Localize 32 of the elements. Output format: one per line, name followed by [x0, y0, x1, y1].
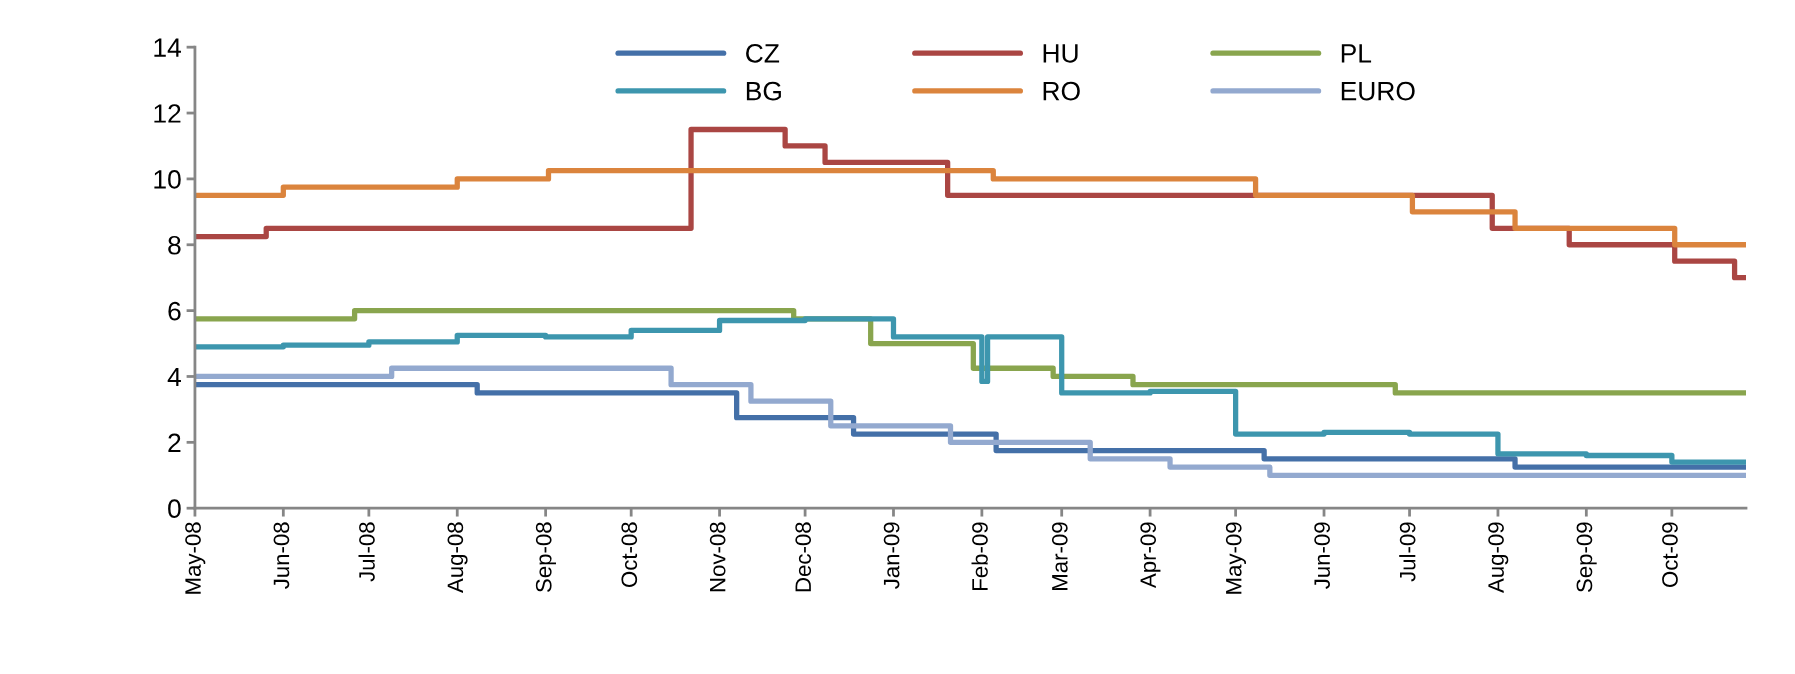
x-tick-label: Jul-09: [1399, 522, 1416, 582]
x-tick-label: May-09: [1225, 522, 1246, 594]
legend-label: HU: [1043, 44, 1078, 63]
x-tick-label: Jan-09: [883, 522, 900, 589]
y-tick-label: 2: [168, 433, 181, 452]
x-tick-label: May-08: [185, 522, 206, 594]
y-tick-label: 6: [168, 301, 181, 321]
legend-label: CZ: [746, 43, 780, 63]
x-tick-label: Sep-08: [535, 522, 556, 593]
x-tick-label: Oct-09: [1662, 522, 1678, 588]
x-tick-label: Aug-08: [447, 522, 468, 593]
x-tick-label: Jun-08: [273, 522, 290, 589]
x-tick-label: Mar-09: [1051, 522, 1068, 590]
y-tick-label: 10: [154, 170, 181, 189]
x-tick-label: Sep-09: [1576, 522, 1597, 593]
legend-label: EURO: [1341, 81, 1415, 101]
legend-label: PL: [1341, 44, 1372, 63]
y-tick-label: 0: [168, 499, 181, 519]
legend-label: BG: [746, 81, 781, 101]
x-tick-label: Dec-08: [795, 522, 812, 592]
y-tick-label: 14: [154, 38, 181, 57]
x-tick-label: Jun-09: [1314, 522, 1330, 589]
x-tick-label: Aug-09: [1488, 522, 1509, 593]
x-tick-label: Jul-08: [358, 522, 375, 582]
y-tick-label: 4: [167, 367, 181, 387]
x-tick-label: Oct-08: [621, 522, 638, 588]
x-tick-label: Feb-09: [971, 522, 988, 590]
x-tick-label: Nov-08: [709, 522, 726, 592]
y-tick-label: 12: [154, 104, 181, 123]
y-tick-label: 8: [168, 235, 181, 255]
x-tick-label: Apr-09: [1140, 522, 1161, 589]
legend-label: RO: [1043, 81, 1080, 101]
